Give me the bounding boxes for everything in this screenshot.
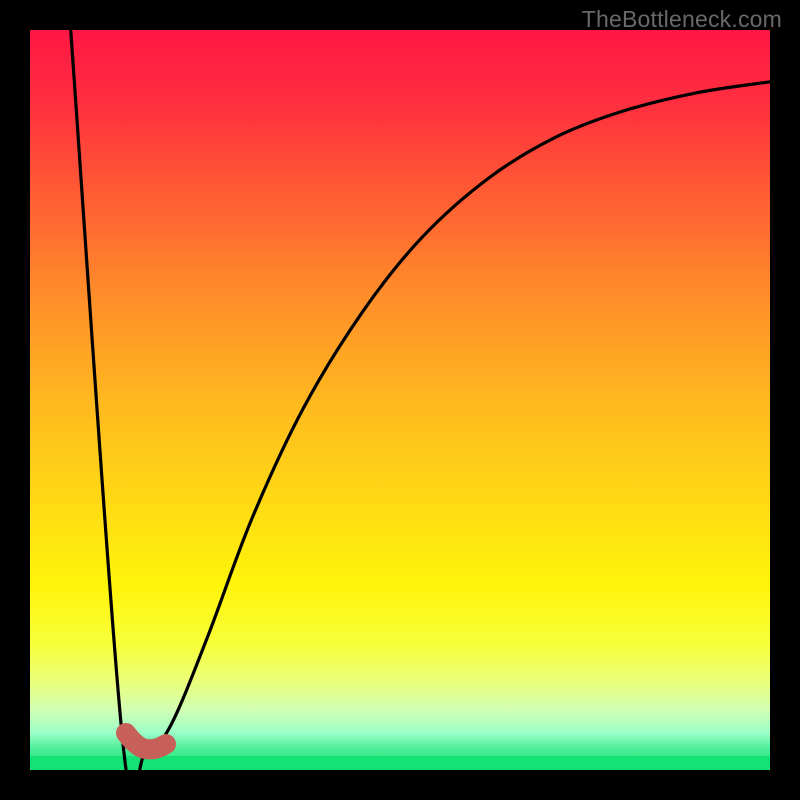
chart-container: TheBottleneck.com [0, 0, 800, 800]
watermark-text: TheBottleneck.com [582, 6, 782, 33]
plot-area [30, 30, 770, 770]
gradient-background [30, 30, 770, 770]
plot-svg [30, 30, 770, 770]
